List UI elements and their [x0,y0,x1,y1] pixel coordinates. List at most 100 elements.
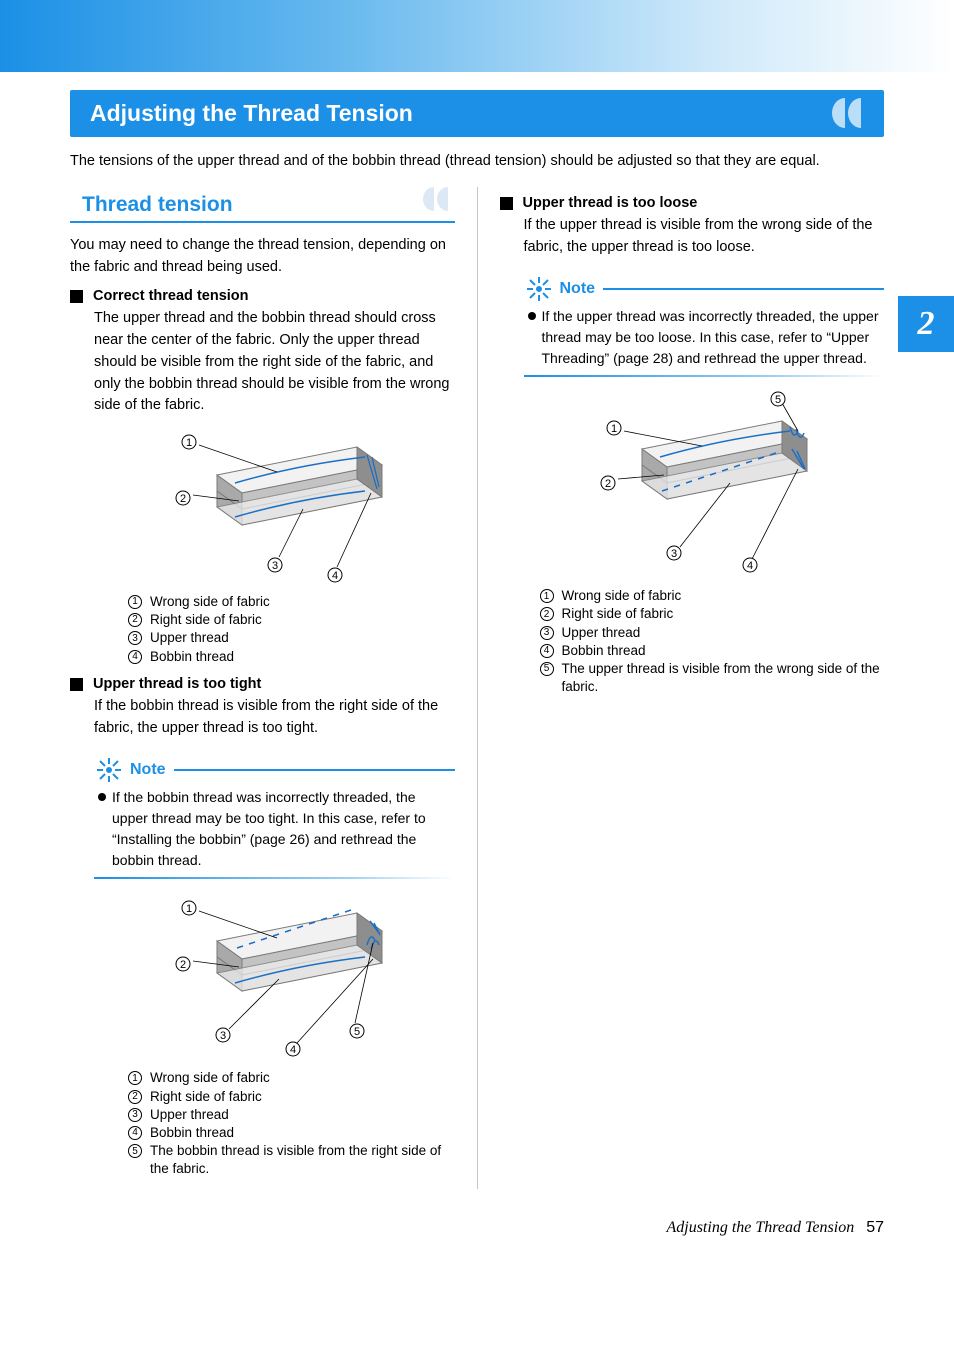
legend-label: Wrong side of fabric [150,1069,270,1087]
loose-note-box: Note If the upper thread was incorrectly… [524,274,885,377]
loose-heading-row: Upper thread is too loose [500,195,885,211]
note-bullet-row: If the bobbin thread was incorrectly thr… [98,787,455,871]
correct-legend: 1Wrong side of fabric 2 Right side of fab… [128,593,455,666]
svg-text:2: 2 [605,478,611,490]
right-column: Upper thread is too loose If the upper t… [478,187,885,1189]
legend-label: The bobbin thread is visible from the ri… [150,1142,455,1178]
note-rule-bottom [94,877,455,879]
circled-number-icon: 1 [540,589,554,603]
note-bullet-row: If the upper thread was incorrectly thre… [528,306,885,369]
legend-row: 4 Bobbin thread [128,1124,455,1142]
correct-tension-diagram: 1 2 3 4 [127,427,397,587]
note-burst-icon [94,755,124,785]
bullet-dot-icon [528,312,536,320]
heading-decoration-icon [409,185,453,213]
legend-row: 2 Right side of fabric [128,611,455,629]
section-heading-bar: Thread tension [70,187,455,223]
loose-heading: Upper thread is too loose [523,195,698,211]
two-column-layout: Thread tension You may need to change th… [70,187,884,1189]
loose-text: If the upper thread is visible from the … [524,215,885,259]
footer-page-number: 57 [866,1219,884,1236]
circled-number-icon: 3 [128,631,142,645]
legend-label: Bobbin thread [562,642,646,660]
legend-row: 4Bobbin thread [540,642,885,660]
left-column: Thread tension You may need to change th… [70,187,478,1189]
circled-number-icon: 3 [128,1108,142,1122]
svg-text:1: 1 [611,423,617,435]
circled-number-icon: 2 [128,1090,142,1104]
legend-label: Bobbin thread [150,648,234,666]
svg-text:2: 2 [180,959,186,971]
chapter-tab: 2 [898,296,954,352]
svg-text:4: 4 [332,570,338,582]
chapter-number: 2 [918,305,935,343]
bullet-dot-icon [98,793,106,801]
correct-heading-row: Correct thread tension [70,288,455,304]
note-heading-row: Note [524,274,885,304]
content-area: Adjusting the Thread Tension The tension… [0,72,954,1189]
note-rule [174,769,455,771]
legend-label: Wrong side of fabric [562,587,682,605]
tight-note-text: If the bobbin thread was incorrectly thr… [112,787,455,871]
legend-row: 2 Right side of fabric [540,605,885,623]
svg-text:1: 1 [186,437,192,449]
loose-tension-diagram: 1 2 3 4 5 [552,391,832,581]
intro-text: The tensions of the upper thread and of … [70,151,884,173]
legend-row: 3 Upper thread [128,1106,455,1124]
svg-text:2: 2 [180,493,186,505]
svg-text:5: 5 [775,394,781,406]
tight-note-box: Note If the bobbin thread was incorrectl… [94,755,455,879]
square-bullet-icon [70,678,83,691]
tight-heading: Upper thread is too tight [93,676,261,692]
legend-row: 1Wrong side of fabric [128,593,455,611]
legend-row: 5The bobbin thread is visible from the r… [128,1142,455,1178]
note-rule [603,288,884,290]
correct-heading: Correct thread tension [93,288,249,304]
circled-number-icon: 2 [128,613,142,627]
legend-label: Upper thread [150,1106,229,1124]
svg-text:3: 3 [671,548,677,560]
svg-text:5: 5 [354,1026,360,1038]
note-label: Note [560,280,596,298]
svg-text:4: 4 [290,1044,296,1056]
svg-text:3: 3 [220,1030,226,1042]
square-bullet-icon [70,290,83,303]
legend-row: 4 Bobbin thread [128,648,455,666]
legend-label: Right side of fabric [150,611,262,629]
note-rule-bottom [524,375,885,377]
note-heading-row: Note [94,755,455,785]
circled-number-icon: 2 [540,607,554,621]
legend-row: 1 Wrong side of fabric [128,1069,455,1087]
square-bullet-icon [500,197,513,210]
correct-text: The upper thread and the bobbin thread s… [94,308,455,417]
main-title: Adjusting the Thread Tension [90,100,413,126]
svg-text:3: 3 [272,560,278,572]
main-title-bar: Adjusting the Thread Tension [70,90,884,137]
circled-number-icon: 1 [128,595,142,609]
top-gradient-bar [0,0,954,72]
legend-row: 3 Upper thread [540,624,885,642]
legend-label: Right side of fabric [562,605,674,623]
legend-label: The upper thread is visible from the wro… [562,660,885,696]
legend-label: Upper thread [562,624,641,642]
circled-number-icon: 1 [128,1071,142,1085]
legend-label: Right side of fabric [150,1088,262,1106]
section-heading: Thread tension [82,193,233,216]
section-intro: You may need to change the thread tensio… [70,235,455,279]
tight-heading-row: Upper thread is too tight [70,676,455,692]
tight-tension-diagram: 1 2 3 4 5 [127,893,397,1063]
circled-number-icon: 4 [128,1126,142,1140]
page-footer: Adjusting the Thread Tension 57 [0,1189,954,1247]
legend-label: Upper thread [150,629,229,647]
tight-legend: 1 Wrong side of fabric 2 Right side of fab… [128,1069,455,1178]
legend-row: 1 Wrong side of fabric [540,587,885,605]
legend-label: Bobbin thread [150,1124,234,1142]
legend-row: 2 Right side of fabric [128,1088,455,1106]
circled-number-icon: 4 [128,650,142,664]
note-label: Note [130,761,166,779]
loose-legend: 1 Wrong side of fabric 2 Right side of fab… [540,587,885,696]
page: 2 Adjusting the Thread Tension The tensi… [0,0,954,1287]
svg-text:4: 4 [747,560,753,572]
title-decoration-icon [812,96,868,130]
circled-number-icon: 3 [540,626,554,640]
